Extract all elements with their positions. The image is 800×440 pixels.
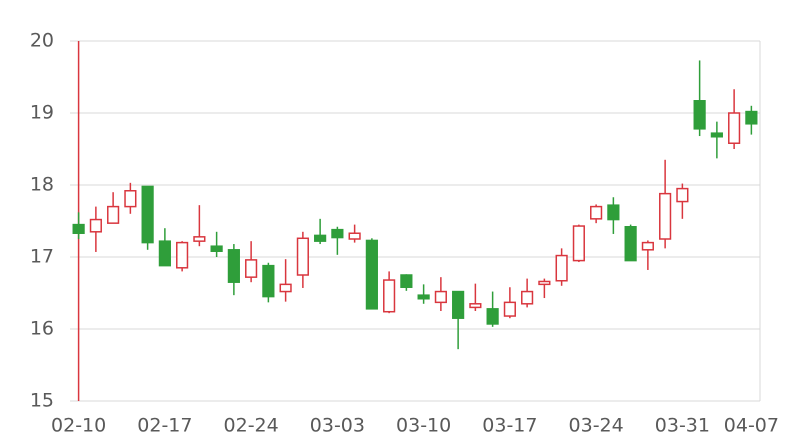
x-tick-label: 03-10	[396, 415, 451, 437]
candle-body	[745, 110, 758, 125]
candle-body	[641, 241, 654, 251]
candle-body	[607, 204, 620, 221]
candle-body	[210, 245, 223, 252]
candle-body	[124, 190, 137, 208]
y-tick-label: 16	[30, 318, 54, 340]
x-tick-label: 03-03	[310, 415, 365, 437]
candle-body	[400, 274, 413, 288]
candle-body	[89, 218, 102, 233]
y-tick-label: 20	[30, 30, 54, 52]
candle-body	[279, 283, 292, 293]
candle-body	[469, 303, 482, 309]
candle-body	[141, 185, 154, 244]
candle-body	[417, 294, 430, 300]
candle-body	[572, 225, 585, 262]
x-tick-label: 02-10	[51, 415, 106, 437]
candle-body	[348, 232, 361, 240]
candle-body	[452, 290, 465, 319]
candle-body	[158, 240, 171, 267]
y-tick-label: 18	[30, 174, 54, 196]
candle-body	[227, 249, 240, 283]
candle-body	[193, 236, 206, 242]
candle-body	[728, 112, 741, 144]
candle-body	[590, 205, 603, 220]
candle-body	[693, 100, 706, 130]
candle-body	[676, 187, 689, 203]
candle-body	[434, 290, 447, 304]
candle-body	[555, 254, 568, 282]
x-tick-label: 02-24	[224, 415, 279, 437]
y-tick-label: 19	[30, 102, 54, 124]
candle-body	[365, 239, 378, 310]
candle-body	[503, 301, 516, 317]
candle-body	[331, 228, 344, 239]
x-tick-label: 03-31	[655, 415, 710, 437]
candle-body	[659, 192, 672, 240]
candle-body	[314, 234, 327, 242]
candle-body	[296, 237, 309, 276]
candle-body	[245, 259, 258, 278]
x-tick-label: 02-17	[137, 415, 192, 437]
y-tick-label: 15	[30, 390, 54, 412]
candle-body	[107, 205, 120, 224]
candle-body	[383, 279, 396, 313]
candle-body	[538, 280, 551, 286]
candle-body	[486, 308, 499, 325]
candle-body	[521, 290, 534, 305]
candle-body	[624, 226, 637, 262]
candle-body	[72, 223, 85, 234]
candle-body	[262, 264, 275, 298]
x-tick-label: 04-07	[724, 415, 779, 437]
x-tick-label: 03-24	[569, 415, 624, 437]
candle-body	[176, 241, 189, 269]
y-tick-label: 17	[30, 246, 54, 268]
x-tick-label: 03-17	[482, 415, 537, 437]
candle-body	[710, 132, 723, 138]
